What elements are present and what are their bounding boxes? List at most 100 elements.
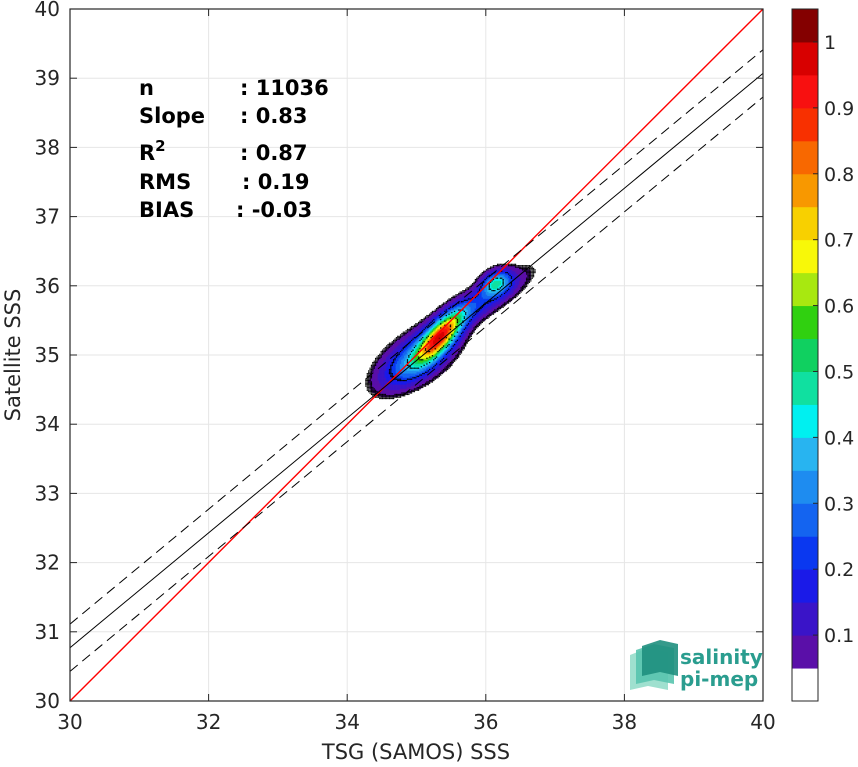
contour-point	[525, 273, 528, 275]
contour-point	[484, 317, 486, 320]
density-cell	[442, 355, 445, 357]
contour-point	[401, 395, 403, 397]
density-cell	[467, 328, 470, 331]
density-cell	[413, 382, 416, 385]
density-cell	[446, 331, 449, 334]
density-cell	[388, 363, 391, 366]
density-cell	[381, 356, 384, 359]
density-cell	[404, 382, 407, 385]
contour-point	[399, 395, 402, 397]
density-cell	[488, 273, 491, 276]
density-cell	[404, 371, 407, 374]
density-cell	[471, 320, 474, 323]
density-cell	[426, 370, 429, 373]
contour-point	[376, 360, 378, 362]
contour-point	[415, 388, 417, 390]
density-cell	[488, 305, 491, 308]
density-cell	[510, 269, 513, 272]
density-cell	[444, 341, 447, 344]
contour-point	[513, 263, 515, 266]
density-cell	[386, 392, 388, 395]
density-cell	[477, 295, 480, 298]
density-cell	[433, 352, 436, 355]
contour-point	[489, 266, 492, 268]
density-cell	[422, 382, 425, 385]
density-cell	[388, 353, 391, 356]
density-cell	[402, 388, 405, 391]
contour-point	[417, 388, 420, 390]
density-cell	[449, 355, 452, 357]
density-cell	[444, 313, 447, 316]
density-cell	[462, 305, 465, 308]
density-cell	[381, 357, 384, 360]
density-cell	[501, 298, 504, 301]
contour-point	[391, 341, 393, 343]
density-cell	[485, 312, 488, 315]
density-cell	[502, 273, 505, 276]
density-cell	[473, 287, 476, 290]
density-cell	[476, 288, 479, 291]
density-cell	[474, 301, 477, 304]
density-cell	[383, 389, 386, 392]
contour-point	[370, 382, 373, 385]
density-cell	[397, 392, 400, 395]
contour-point	[426, 316, 428, 318]
density-cell	[417, 349, 420, 352]
density-cell	[444, 306, 447, 309]
density-cell	[446, 312, 449, 315]
density-cell	[431, 313, 434, 316]
density-cell	[404, 341, 407, 344]
density-cell	[462, 294, 465, 297]
contour-point	[397, 379, 399, 382]
contour-point	[465, 289, 467, 292]
density-cell	[463, 324, 466, 327]
density-cell	[445, 317, 448, 320]
density-cell	[466, 292, 469, 295]
contour-point	[369, 370, 371, 372]
density-cell	[458, 303, 461, 306]
density-cell	[458, 319, 461, 321]
density-cell	[481, 285, 484, 288]
density-cell	[460, 312, 463, 315]
density-cell	[444, 337, 447, 339]
density-cell	[524, 276, 527, 279]
density-cell	[427, 319, 430, 321]
density-cell	[409, 385, 412, 388]
density-cell	[449, 327, 452, 330]
contour-point	[392, 397, 395, 400]
density-cell	[517, 273, 520, 276]
density-cell	[409, 342, 412, 345]
density-cell	[433, 320, 436, 323]
density-cell	[492, 292, 495, 295]
density-cell	[506, 277, 509, 280]
density-cell	[410, 342, 413, 345]
density-cell	[391, 389, 394, 392]
density-cell	[408, 350, 411, 353]
density-cell	[503, 301, 506, 304]
density-cell	[374, 386, 377, 389]
density-cell	[423, 334, 426, 337]
density-cell	[392, 356, 395, 359]
density-cell	[391, 386, 394, 389]
density-cell	[446, 361, 449, 364]
contour-point	[520, 289, 522, 292]
density-cell	[459, 306, 462, 309]
contour-point	[488, 314, 490, 317]
density-cell	[433, 353, 436, 356]
density-cell	[415, 327, 418, 330]
density-cell	[503, 283, 506, 286]
density-cell	[452, 324, 455, 327]
contour-point	[480, 320, 482, 322]
contour-point	[390, 345, 392, 347]
contour-point	[370, 381, 373, 383]
density-cell	[471, 324, 474, 327]
contour-point	[491, 312, 493, 314]
density-cell	[438, 337, 441, 339]
density-cell	[446, 324, 449, 327]
density-cell	[401, 356, 404, 359]
contour-point	[427, 314, 429, 317]
density-cell	[509, 292, 512, 295]
density-cell	[399, 385, 402, 388]
density-cell	[444, 303, 447, 306]
density-cell	[433, 361, 436, 364]
